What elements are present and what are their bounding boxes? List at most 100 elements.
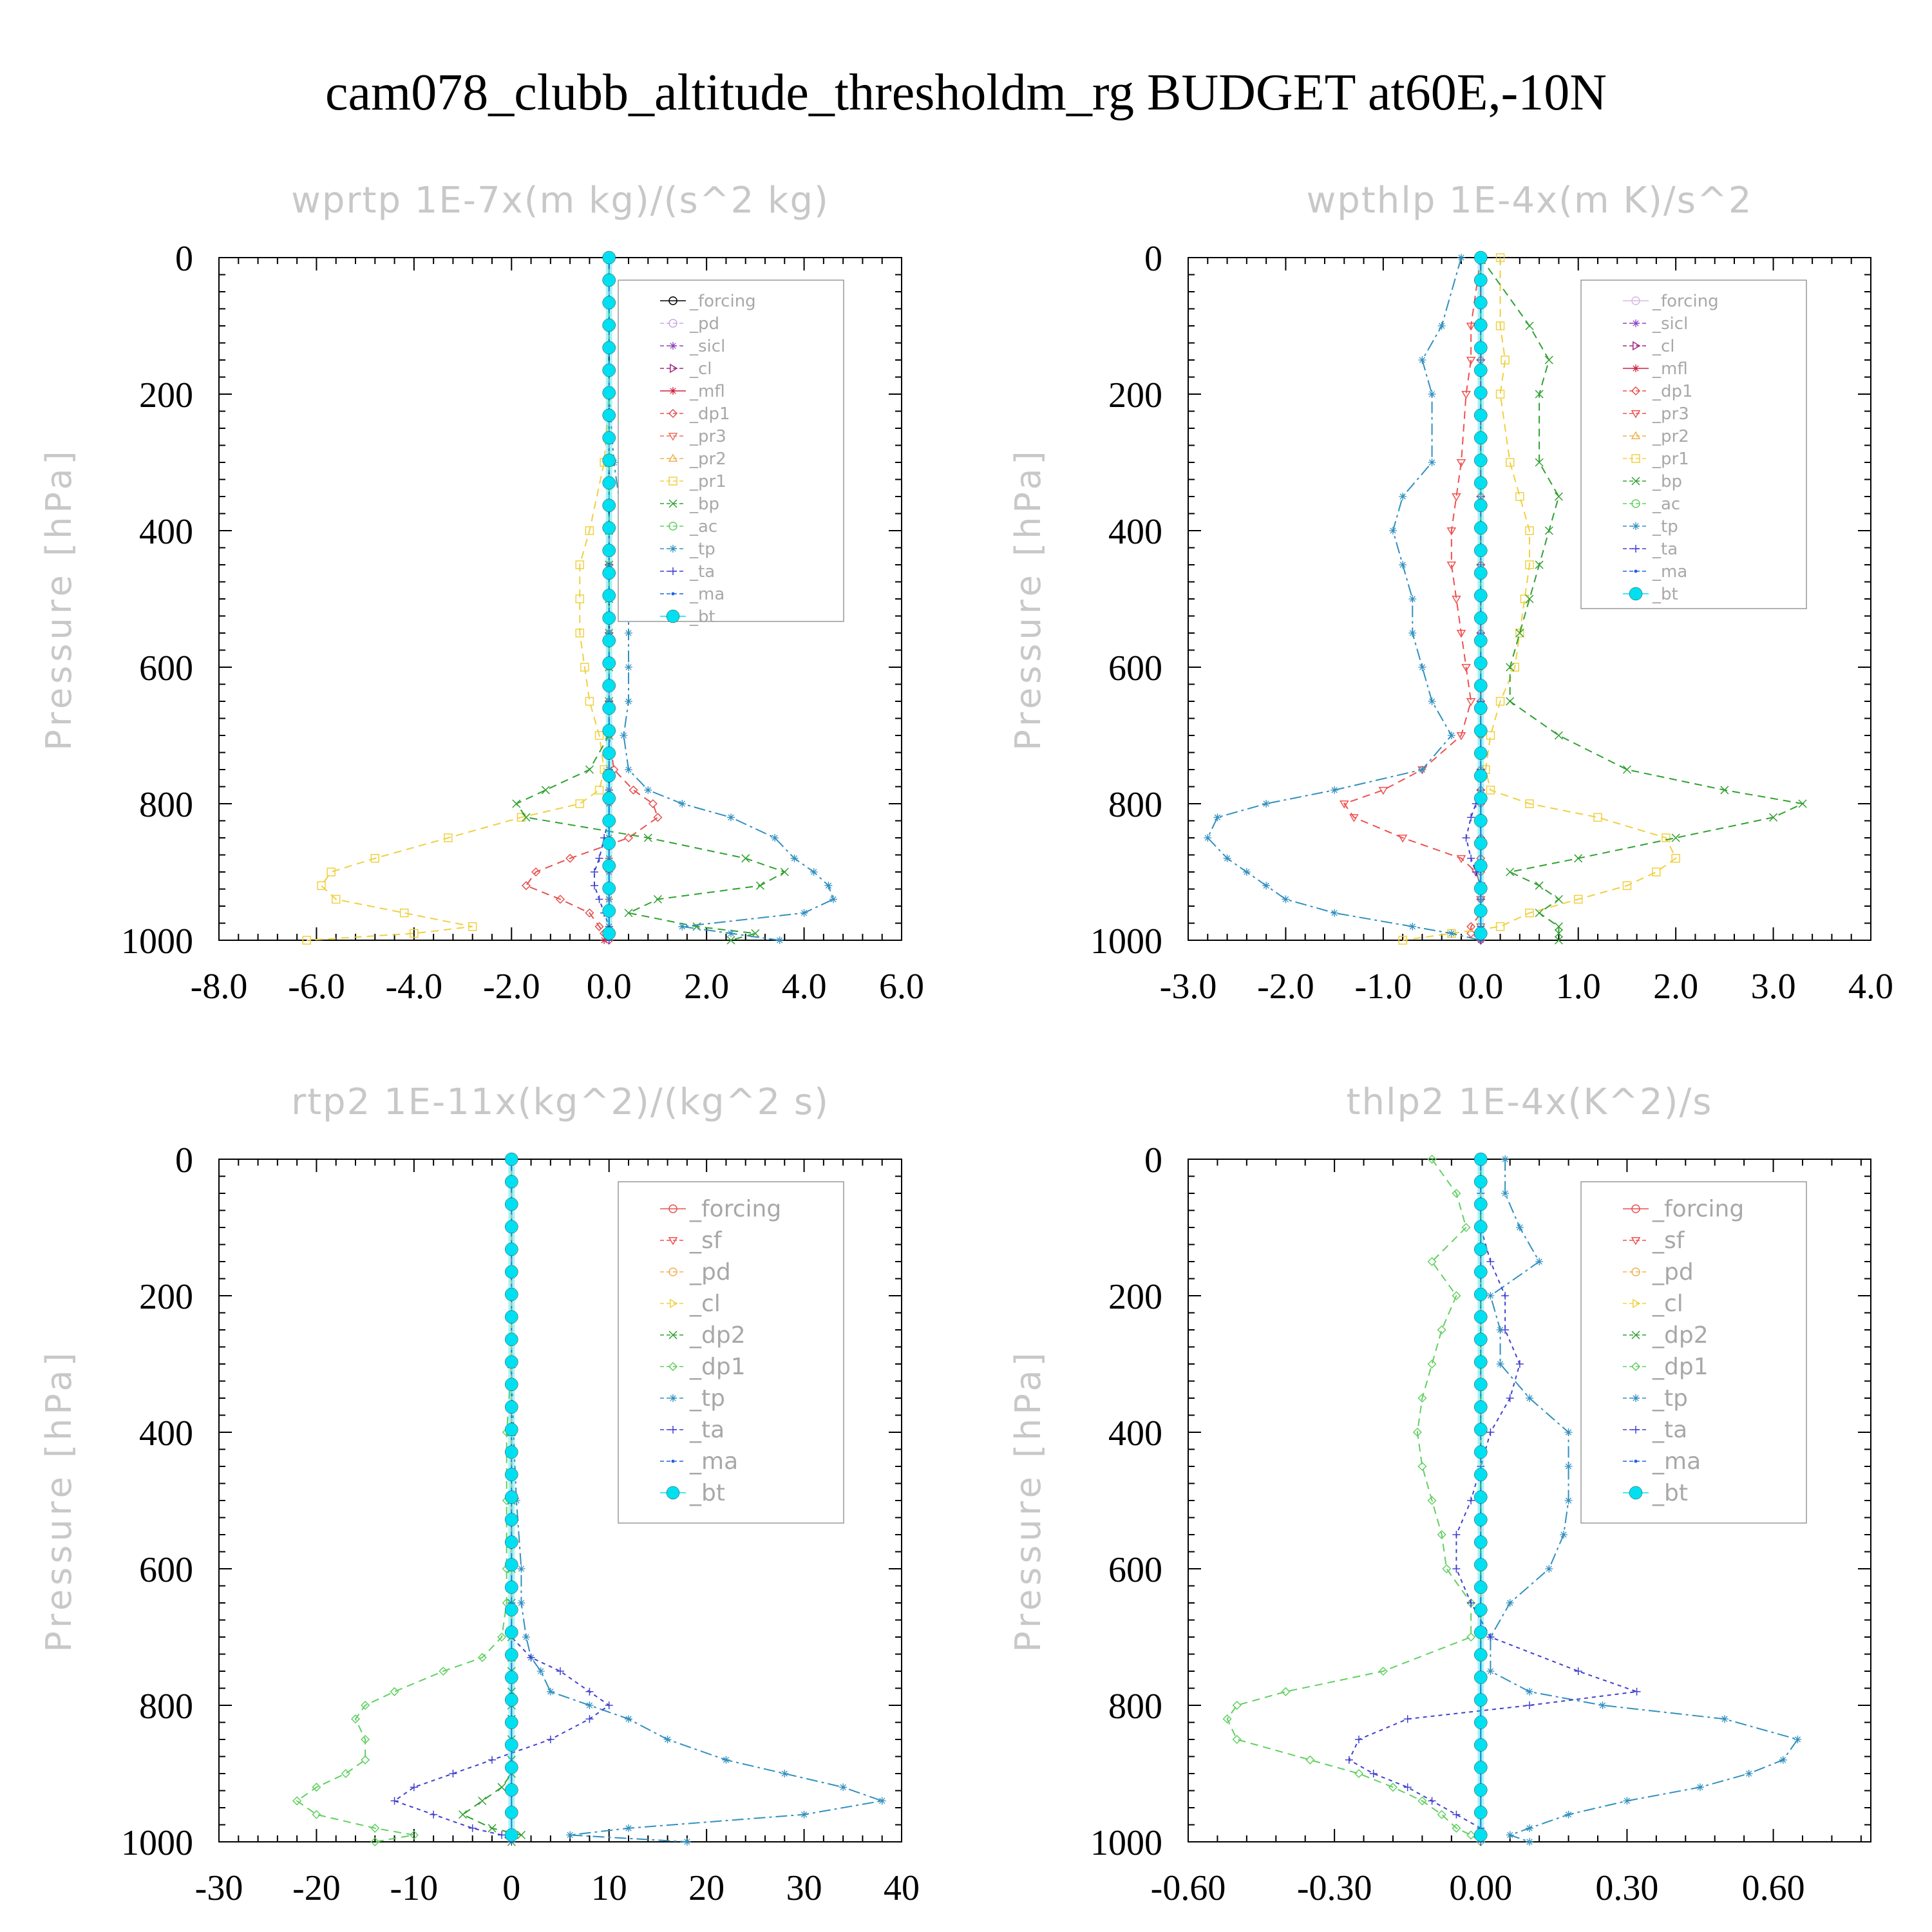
figure-title: cam078_clubb_altitude_thresholdm_rg BUDG…	[325, 64, 1607, 121]
legend-item-forcing: _forcing	[1623, 1196, 1744, 1222]
data-point	[1474, 1332, 1488, 1347]
legend-item-mfl: _mfl	[1623, 359, 1688, 379]
legend-label: _cl	[1652, 337, 1675, 356]
y-tick-label: 1000	[121, 1823, 193, 1863]
data-point	[594, 922, 604, 931]
x-tick-label: -20	[292, 1868, 341, 1908]
legend-marker	[668, 1267, 677, 1276]
series-bt	[1474, 251, 1488, 940]
panel-title: wpthlp 1E-4x(m K)/s^2	[1306, 180, 1752, 222]
data-point	[505, 1671, 518, 1684]
data-point	[1535, 390, 1544, 399]
data-point	[505, 1806, 518, 1819]
data-point	[505, 1693, 518, 1707]
series-line	[296, 1159, 513, 1842]
data-point	[505, 1152, 518, 1166]
data-point	[317, 881, 326, 890]
legend-item-dp1: _dp1	[1623, 382, 1693, 401]
data-point	[1474, 724, 1488, 737]
data-point	[1622, 765, 1631, 774]
data-point	[1474, 904, 1488, 918]
data-point	[1474, 1490, 1488, 1504]
data-point	[1456, 459, 1466, 468]
data-point	[1510, 663, 1520, 672]
series-line	[1490, 1159, 1799, 1842]
data-point	[517, 1599, 526, 1607]
legend-item-bp: _bp	[1623, 472, 1682, 491]
data-point	[602, 611, 616, 625]
legend-marker	[669, 342, 677, 350]
data-point	[1474, 679, 1488, 692]
y-tick-label: 600	[139, 649, 193, 688]
data-point	[1428, 1797, 1436, 1805]
data-point	[1474, 882, 1488, 895]
y-tick-label: 200	[139, 375, 193, 415]
legend-item-ac: _ac	[660, 517, 717, 536]
y-axis-label: Pressure [hPa]	[39, 447, 79, 750]
legend-marker	[668, 433, 678, 441]
data-point	[1474, 1220, 1488, 1234]
legend-item-dp2: _dp2	[1623, 1322, 1709, 1349]
legend-item-tp: _tp	[660, 540, 715, 559]
data-point	[1418, 663, 1426, 671]
data-point	[722, 1756, 730, 1764]
legend-marker	[669, 1394, 677, 1402]
data-point	[1461, 1222, 1471, 1233]
x-tick-label: -1.0	[1355, 967, 1412, 1007]
x-tick-label: 2.0	[1653, 967, 1698, 1007]
y-tick-label: 0	[175, 239, 193, 279]
legend-item-bt: _bt	[660, 1480, 725, 1506]
data-point	[516, 813, 526, 822]
legend-marker	[1634, 1459, 1638, 1463]
data-point	[1495, 697, 1505, 706]
data-point	[505, 1716, 518, 1729]
data-point	[1461, 391, 1471, 399]
legend-marker	[1631, 1237, 1641, 1245]
legend-item-ma: _ma	[1623, 1448, 1701, 1475]
data-point	[1242, 868, 1251, 876]
legend-label: _dp1	[1652, 1354, 1709, 1380]
y-tick-label: 400	[139, 1414, 193, 1454]
data-point	[1515, 1360, 1524, 1368]
data-point	[546, 1736, 554, 1743]
y-tick-label: 800	[139, 785, 193, 825]
data-point	[1418, 766, 1426, 773]
y-tick-label: 600	[1108, 649, 1162, 688]
legend-item-ta: _ta	[660, 1417, 724, 1443]
data-point	[505, 1355, 518, 1369]
y-tick-label: 1000	[1090, 922, 1162, 961]
data-point	[1496, 1326, 1504, 1334]
data-point	[602, 476, 616, 490]
x-tick-label: 2.0	[684, 967, 729, 1007]
legend-item-bt: _bt	[1623, 585, 1678, 604]
legend-item-ac: _ac	[1623, 495, 1680, 514]
data-point	[1486, 1292, 1495, 1300]
data-point	[1486, 1667, 1495, 1675]
legend-item-bp: _bp	[660, 495, 719, 514]
data-point	[1495, 922, 1505, 931]
data-point	[1437, 1325, 1446, 1335]
data-point	[1623, 1797, 1631, 1805]
legend-marker	[1631, 296, 1640, 305]
data-point	[399, 908, 409, 918]
data-point	[341, 1768, 350, 1779]
legend-marker	[666, 1486, 680, 1500]
data-point	[517, 1565, 526, 1573]
data-point	[602, 679, 616, 692]
series-line	[1343, 257, 1482, 940]
data-point	[595, 854, 603, 862]
legend-item-cl: _cl	[660, 359, 712, 379]
data-point	[1474, 1693, 1488, 1707]
data-point	[1474, 296, 1488, 310]
data-point	[575, 799, 585, 808]
data-point	[1399, 561, 1407, 569]
data-point	[488, 1756, 496, 1764]
data-point	[1501, 1292, 1510, 1300]
data-point	[444, 833, 453, 842]
data-point	[505, 1378, 518, 1392]
data-point	[629, 785, 638, 795]
legend-label: _pd	[1652, 1259, 1694, 1285]
data-point	[1474, 1265, 1488, 1279]
x-tick-label: -4.0	[386, 967, 443, 1007]
data-point	[1554, 492, 1563, 501]
